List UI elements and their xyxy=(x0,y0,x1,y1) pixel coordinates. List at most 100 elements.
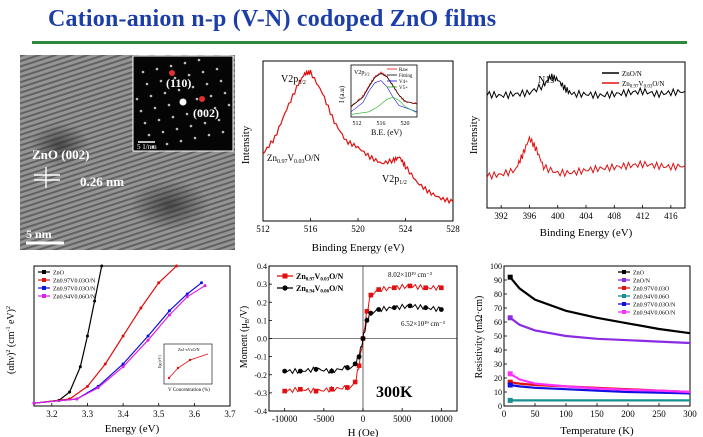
xps-n-legend: ZnO/N Zn0.97V0.03O/N xyxy=(602,70,664,90)
mag-point xyxy=(360,336,366,341)
res-legend-item: ZnO xyxy=(633,271,645,277)
xps-v-inset-raw xyxy=(350,71,418,108)
abs-point xyxy=(75,397,79,401)
xps-n-ylabel: Intensity xyxy=(468,115,480,154)
mag-legend: Zn0.97V0.03O/N Zn0.94V0.06O/N xyxy=(277,272,344,295)
mag-point xyxy=(392,285,397,291)
scale-bar-label: 5 nm xyxy=(26,227,52,241)
mag-point xyxy=(329,386,334,392)
xps-v-inset-ylabel: I (a.u) xyxy=(338,85,346,103)
inset-label-002: (002) xyxy=(193,106,219,120)
res-point xyxy=(507,315,513,321)
xps-v-inset-legend-item: Raw xyxy=(399,68,409,73)
res-point xyxy=(507,379,513,385)
abs-series-1 xyxy=(33,265,177,404)
res-ytick: 20 xyxy=(494,374,502,383)
res-ytick: 90 xyxy=(494,276,502,285)
res-xtick: 0 xyxy=(502,409,507,419)
mag-xlabel: H (Oe) xyxy=(348,427,379,437)
res-legend-item: Zn0.94V0.06O xyxy=(633,295,670,301)
abs-inset-ylabel: Eg (eV) xyxy=(157,355,162,368)
xps-v-fit-inset: 512 516 520 I (a.u) B.E. (eV) V2p3/2 RawFi… xyxy=(338,64,418,137)
xps-v-inset-legend-item: V5+ xyxy=(399,86,408,91)
xps-v-inset-v5 xyxy=(350,96,418,115)
mag-point xyxy=(438,307,444,312)
slide-title: Cation-anion n-p (V-N) codoped ZnO films xyxy=(48,6,497,32)
xps-v-inset-xtick: 512 xyxy=(353,121,362,127)
abs-xtick: 3.4 xyxy=(117,409,129,419)
mag-point xyxy=(407,303,413,309)
abs-point xyxy=(121,362,125,366)
xps-v-sample-label: Zn0.97V0.03O/N xyxy=(267,153,321,165)
res-ytick: 40 xyxy=(494,346,502,355)
lattice-label: ZnO (002) xyxy=(32,147,89,162)
absorption-chart: (αhν)2 (cm-1 eV)2 3.2 3.3 3.4 3.5 3.6 3.7 Ene… xyxy=(6,264,236,435)
abs-series-3 xyxy=(33,285,206,404)
mag-point xyxy=(298,386,303,392)
mag-point xyxy=(423,305,429,311)
mag-point xyxy=(345,385,350,390)
xps-n-xtick: 392 xyxy=(494,211,508,221)
mag-point xyxy=(352,361,358,367)
res-xtick: 200 xyxy=(621,409,635,419)
res-series-5 xyxy=(509,372,691,394)
xps-n-legend-zno: ZnO/N xyxy=(622,70,642,78)
abs-point xyxy=(85,384,89,388)
mag-ytick: 0.3 xyxy=(257,280,267,289)
n1s-label: N1s xyxy=(538,75,554,86)
diffraction-inset: (110) (002) 5 1/nm xyxy=(132,55,234,152)
abs-point xyxy=(139,306,143,310)
xps-n-xtick: 408 xyxy=(608,211,622,221)
res-xtick: 100 xyxy=(559,409,573,419)
abs-point xyxy=(100,264,104,268)
mag-ytick: 0.0 xyxy=(257,335,267,344)
mag-xtick: 0 xyxy=(361,414,366,424)
mag-ytick: -0.3 xyxy=(254,389,267,398)
xps-v-xtick: 524 xyxy=(399,224,413,234)
mag-xtick: 10000 xyxy=(430,414,453,424)
abs-bandgap-inset: Zn1-xVxO/N V Concentration (%) Eg (eV) xyxy=(157,343,213,393)
lattice-spacing-label: 0.26 nm xyxy=(80,174,124,189)
abs-xtick: 3.2 xyxy=(46,409,57,419)
abs-ylabel: (αhν)2 (cm-1 eV)2 xyxy=(6,306,17,374)
xps-v-inset-xtick: 516 xyxy=(377,121,386,127)
abs-point xyxy=(103,362,107,366)
xps-n-xtick: 404 xyxy=(579,211,593,221)
abs-point xyxy=(32,401,36,405)
mag-point xyxy=(391,305,397,311)
xps-v-inset-fit xyxy=(350,72,418,107)
abs-legend-item: Zn0.97V0.03O/N xyxy=(53,287,96,293)
inset-label-110: (110) xyxy=(166,76,191,90)
abs-point xyxy=(68,390,72,394)
mag-point xyxy=(439,285,444,291)
xps-v-inset-v4 xyxy=(350,80,418,113)
abs-series-2 xyxy=(33,282,202,404)
abs-xtick: 3.5 xyxy=(153,409,165,419)
xps-v-xtick: 512 xyxy=(256,224,270,234)
res-point xyxy=(507,382,513,388)
res-ytick: 50 xyxy=(494,332,502,341)
xps-v-xlabel: Binding Energy (eV) xyxy=(312,242,405,254)
xps-v-inset-peak: V2p3/2 xyxy=(354,70,369,77)
mag-ytick: 0.2 xyxy=(257,298,267,307)
mag-point xyxy=(368,292,374,298)
res-xlabel: Temperature (K) xyxy=(560,425,634,437)
mag-legend-3: Zn0.97V0.03O/N xyxy=(296,272,344,283)
res-point xyxy=(507,274,513,280)
xps-n-series-0 xyxy=(486,73,686,100)
title-underline xyxy=(32,41,687,44)
v2p12-label: V2p1/2 xyxy=(382,174,407,186)
res-ytick: 70 xyxy=(494,304,502,313)
res-xtick: 150 xyxy=(590,409,604,419)
xps-n-xlabel: Binding Energy (eV) xyxy=(540,227,633,239)
res-ytick: 80 xyxy=(494,290,502,299)
abs-legend: ZnO Zn0.97V0.03O/N Zn0.97V0.03O/N Zn0.94V0.… xyxy=(38,270,96,301)
res-legend-item: Zn0.97V0.03O/N xyxy=(633,303,676,309)
xps-n-series-1 xyxy=(486,134,686,181)
abs-point xyxy=(203,284,207,288)
res-legend: ZnO ZnO/N Zn0.97V0.03O Zn0.94V0.06O Zn0.97V0… xyxy=(618,270,676,317)
res-xtick: 50 xyxy=(531,409,541,419)
xps-n-xtick: 396 xyxy=(523,211,537,221)
mag-point xyxy=(356,363,362,368)
tem-image: (110) (002) 5 1/nm ZnO (002) 0.26 nm 5 n… xyxy=(20,55,235,250)
